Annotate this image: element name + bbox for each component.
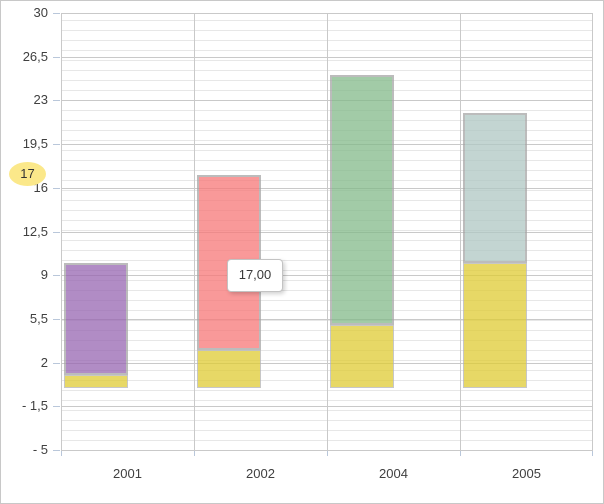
y-axis-tick [53,319,60,320]
bar-segment-2001-bottom-segment[interactable] [64,375,128,388]
x-axis-label: 2002 [246,466,275,481]
value-tooltip: 17,00 [227,259,283,292]
bar-segment-2005-top-segment[interactable] [463,112,527,263]
y-axis-tick [53,406,60,407]
x-axis-label: 2005 [512,466,541,481]
y-axis-tick [53,275,60,276]
bar-segment-2005-bottom-segment[interactable] [463,262,527,388]
highlight-ellipse [9,162,46,186]
x-axis-label: 2001 [113,466,142,481]
y-axis-tick [53,232,60,233]
y-axis-label: 5,5 [29,311,48,326]
x-axis-tick [61,451,62,456]
y-axis-label: 19,5 [22,136,48,151]
gridline-vertical [327,13,328,450]
bar-segment-2004-top-segment[interactable] [330,75,394,326]
y-axis-label: 12,5 [22,224,48,239]
y-axis-label: 23 [33,92,48,107]
y-axis-label: 9 [40,267,48,282]
y-axis-label: 30 [33,5,48,20]
y-axis-tick [53,188,60,189]
gridline-vertical [592,13,593,450]
x-axis-tick [460,451,461,456]
gridline-vertical [460,13,461,450]
y-axis-label: 2 [40,355,48,370]
bar-segment-2002-bottom-segment[interactable] [197,350,261,388]
y-axis-line [61,13,62,450]
y-axis-tick [53,144,60,145]
y-axis-tick [53,100,60,101]
y-axis-label: - 5 [32,442,48,457]
plot-area [61,13,593,451]
x-axis-label: 2004 [379,466,408,481]
y-axis-label: 26,5 [22,49,48,64]
y-axis-tick [53,363,60,364]
y-axis-tick [53,13,60,14]
gridline-major [61,450,593,451]
gridline-vertical [194,13,195,450]
y-axis-tick [53,450,60,451]
x-axis-tick [194,451,195,456]
bar-segment-2001-top-segment[interactable] [64,262,128,376]
highlighted-tick-label: 17 [20,166,35,181]
y-axis-tick [53,57,60,58]
x-axis-tick [592,451,593,456]
x-axis-tick [327,451,328,456]
bar-segment-2004-bottom-segment[interactable] [330,325,394,388]
y-axis-label: - 1,5 [21,398,48,413]
